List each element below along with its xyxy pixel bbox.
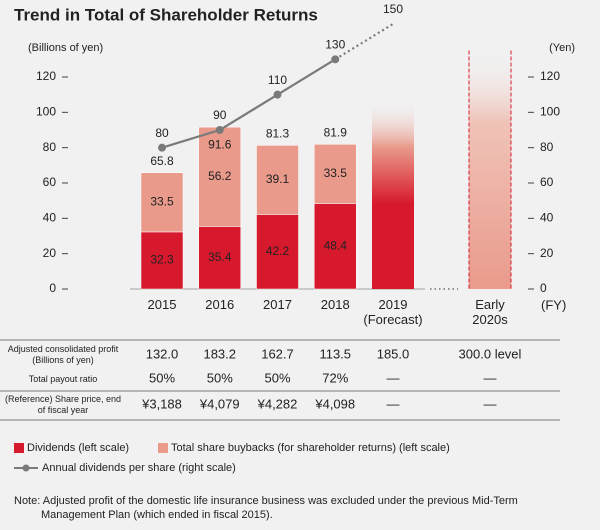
projected-line <box>334 23 394 61</box>
table-cell: 300.0 level <box>459 346 522 361</box>
legend-swatch <box>22 464 30 472</box>
table-cell: — <box>484 396 497 411</box>
line-label: 150 <box>383 2 403 16</box>
x-tick-label: 2015 <box>147 297 177 312</box>
table-cell: ¥4,282 <box>257 396 298 411</box>
data-label: 33.5 <box>324 166 348 180</box>
data-label: 33.5 <box>150 195 174 209</box>
legend-label: Total share buybacks (for shareholder re… <box>171 442 450 454</box>
y2-tick-label: 20 <box>540 246 554 260</box>
table-cell: 162.7 <box>261 346 294 361</box>
data-label: 48.4 <box>324 238 348 252</box>
chart-title: Trend in Total of Shareholder Returns <box>14 5 318 24</box>
data-label: 56.2 <box>208 169 232 183</box>
x-axis-title: (FY) <box>541 297 566 312</box>
total-label: 65.8 <box>150 154 174 168</box>
table-cell: 113.5 <box>319 346 351 361</box>
table-cell: 183.2 <box>203 346 236 361</box>
y-axis-title: (Billions of yen) <box>28 42 103 54</box>
row-label: (Reference) Share price, end of fiscal y… <box>4 394 122 415</box>
y2-tick-label: 40 <box>540 211 554 225</box>
legend-label: Dividends (left scale) <box>27 442 129 454</box>
y-tick-label: 60 <box>43 175 57 189</box>
x-tick-label: 2019 (Forecast) <box>363 297 423 327</box>
bar-segment <box>140 172 184 233</box>
y2-tick-label: 0 <box>540 281 547 295</box>
line-label: 80 <box>155 126 169 140</box>
table-cell: — <box>387 396 400 411</box>
line-point <box>215 126 224 134</box>
table-cell: 185.0 <box>377 346 410 361</box>
total-label: 91.6 <box>208 137 232 151</box>
line-label: 90 <box>213 108 227 122</box>
bar-segment <box>198 226 241 290</box>
table-cell: — <box>484 370 497 385</box>
table-cell: 50% <box>264 370 290 385</box>
line-label: 110 <box>268 73 287 87</box>
y2-axis-title: (Yen) <box>549 42 575 54</box>
y2-tick-label: 60 <box>540 175 554 189</box>
y-tick-label: 80 <box>43 140 57 154</box>
data-label: 39.1 <box>266 172 290 186</box>
legend-swatch <box>158 443 168 453</box>
forecast-bar <box>372 99 414 289</box>
y-tick-label: 0 <box>49 281 56 295</box>
table-cell: — <box>387 370 400 385</box>
data-label: 35.4 <box>208 250 232 264</box>
line-point <box>158 143 166 152</box>
y2-tick-label: 100 <box>540 105 560 119</box>
y-tick-label: 40 <box>43 211 57 225</box>
table-cell: 50% <box>207 370 233 385</box>
y2-tick-label: 120 <box>540 69 560 83</box>
y-tick-label: 100 <box>36 105 56 119</box>
bar-segment <box>314 144 357 204</box>
legend-swatch <box>14 443 24 453</box>
bar-segment <box>256 145 299 215</box>
line-point <box>273 90 282 99</box>
table-cell: ¥3,188 <box>141 396 182 411</box>
y-tick-label: 120 <box>36 69 56 83</box>
row-label: Total payout ratio <box>28 373 98 384</box>
x-tick-label: 2018 <box>320 297 350 312</box>
table-cell: 50% <box>149 370 175 385</box>
x-tick-label: 2017 <box>263 297 292 312</box>
note: Note: Adjusted profit of the domestic li… <box>14 495 518 521</box>
y2-tick-label: 80 <box>540 140 554 154</box>
data-label: 42.2 <box>266 244 290 258</box>
bar-segment <box>314 203 357 290</box>
data-label: 32.3 <box>150 253 174 267</box>
table-cell: 72% <box>322 370 348 385</box>
table-cell: ¥4,079 <box>199 396 240 411</box>
forecast-bar <box>469 50 511 289</box>
line <box>161 58 336 149</box>
row-label: Adjusted consolidated profit (Billions o… <box>7 344 119 365</box>
bar-segment <box>256 214 299 290</box>
y-tick-label: 20 <box>43 246 57 260</box>
bar-segment <box>198 126 241 227</box>
line-label: 130 <box>325 38 345 52</box>
x-tick-label: 2016 <box>205 297 235 312</box>
table-cell: 132.0 <box>146 346 179 361</box>
table-cell: ¥4,098 <box>314 396 355 411</box>
x-tick-label: Early 2020s <box>472 297 508 327</box>
total-label: 81.9 <box>324 125 348 139</box>
total-label: 81.3 <box>266 127 290 141</box>
legend-label: Annual dividends per share (right scale) <box>42 462 236 474</box>
